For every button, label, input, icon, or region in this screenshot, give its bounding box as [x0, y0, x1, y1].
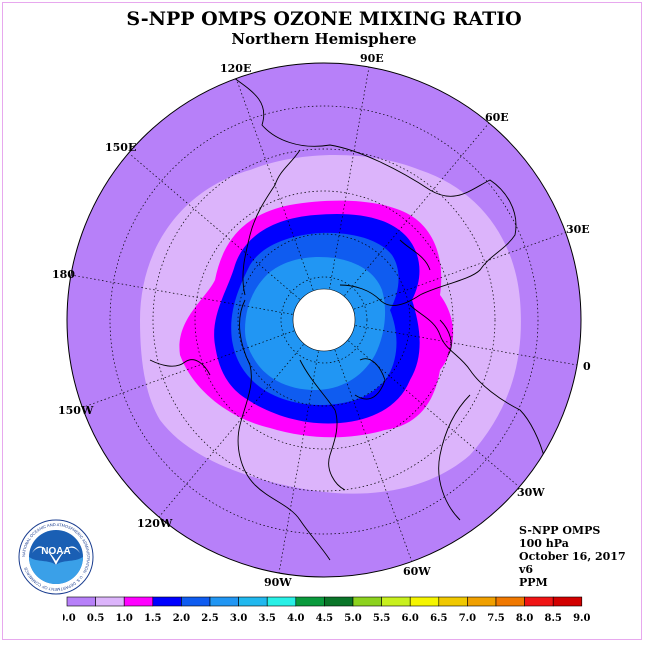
colorbar-tick-label: 2.0	[173, 613, 190, 624]
colorbar-cell	[209, 596, 239, 607]
colorbar-tick-label: 5.5	[373, 613, 390, 624]
lon-label-30w: 30W	[517, 486, 545, 499]
colorbar-cells	[66, 596, 583, 607]
lon-label-120w: 120W	[137, 517, 173, 530]
lon-label-60e: 60E	[485, 111, 509, 124]
colorbar-cell	[438, 596, 468, 607]
info-level: 100 hPa	[519, 537, 569, 550]
info-date: October 16, 2017	[519, 550, 626, 563]
colorbar-cell	[266, 596, 297, 607]
colorbar-tick-label: 4.5	[316, 613, 333, 624]
colorbar-cell	[524, 596, 554, 607]
colorbar-tick-label: 9.0	[573, 613, 590, 624]
colorbar-tick-label: 5.0	[344, 613, 361, 624]
info-version: v6	[519, 563, 534, 576]
colorbar-cell	[495, 596, 525, 607]
colorbar-tick-label: 7.5	[487, 613, 504, 624]
colorbar-tick-labels: 0.0 0.5 1.0 1.5 2.0 2.5 3.0 3.5 4.0 4.5 5.0 5.5 6.0 6…	[63, 613, 591, 624]
colorbar-cell	[181, 596, 211, 607]
colorbar-cell	[66, 596, 96, 607]
colorbar-tick-label: 8.5	[544, 613, 561, 624]
colorbar-tick-label: 8.0	[516, 613, 533, 624]
lon-label-150w: 150W	[58, 404, 94, 417]
lon-label-120e: 120E	[220, 62, 251, 75]
lon-label-60w: 60W	[403, 565, 431, 578]
map-subtitle: Northern Hemisphere	[231, 30, 417, 48]
colorbar-tick-label: 1.5	[144, 613, 161, 624]
lon-label-180: 180	[52, 268, 75, 281]
lon-label-0: 0	[583, 360, 591, 373]
colorbar-cell	[409, 596, 440, 607]
colorbar-cell	[95, 596, 125, 607]
lon-label-90e: 90E	[360, 52, 384, 65]
lon-label-150e: 150E	[105, 141, 136, 154]
info-instrument: S-NPP OMPS	[519, 524, 601, 537]
colorbar-tick-label: 0.5	[87, 613, 104, 624]
graticule-parallels	[109, 105, 539, 535]
colorbar-cell	[324, 596, 354, 607]
lon-label-30e: 30E	[566, 223, 590, 236]
figure-frame	[2, 2, 642, 640]
map-title: S-NPP OMPS OZONE MIXING RATIO	[126, 8, 522, 30]
colorbar: 0.0 0.5 1.0 1.5 2.0 2.5 3.0 3.5 4.0 4.5 5.0 5.5 6.0 6…	[63, 596, 591, 624]
colorbar-tick-label: 4.0	[287, 613, 304, 624]
colorbar-cell	[152, 596, 182, 607]
colorbar-cell	[352, 596, 382, 607]
noaa-logo: NOAA NATIONAL OCEANIC AND ATMOSPHERIC AD…	[18, 519, 94, 595]
colorbar-cell	[552, 596, 583, 607]
colorbar-cell	[381, 596, 411, 607]
colorbar-cell	[295, 596, 325, 607]
colorbar-tick-label: 3.5	[258, 613, 275, 624]
product-info: S-NPP OMPS 100 hPa October 16, 2017 v6 P…	[519, 524, 626, 589]
info-units: PPM	[519, 576, 548, 589]
lon-label-90w: 90W	[264, 576, 292, 589]
coastlines	[149, 74, 546, 561]
colorbar-tick-label: 7.0	[459, 613, 476, 624]
colorbar-tick-label: 3.0	[230, 613, 247, 624]
colorbar-cell	[238, 596, 268, 607]
pole-no-data	[292, 288, 356, 352]
colorbar-tick-label: 6.5	[430, 613, 447, 624]
colorbar-tick-label: 0.0	[63, 613, 76, 624]
colorbar-cell	[123, 596, 154, 607]
noaa-logo-text: NOAA	[41, 546, 70, 557]
colorbar-tick-label: 6.0	[401, 613, 418, 624]
longitude-labels: 90E 60E 30E 0 30W 60W 90W 120W 150W 180 …	[52, 52, 591, 589]
colorbar-cell	[467, 596, 497, 607]
colorbar-tick-label: 2.5	[201, 613, 218, 624]
colorbar-tick-label: 1.0	[115, 613, 132, 624]
